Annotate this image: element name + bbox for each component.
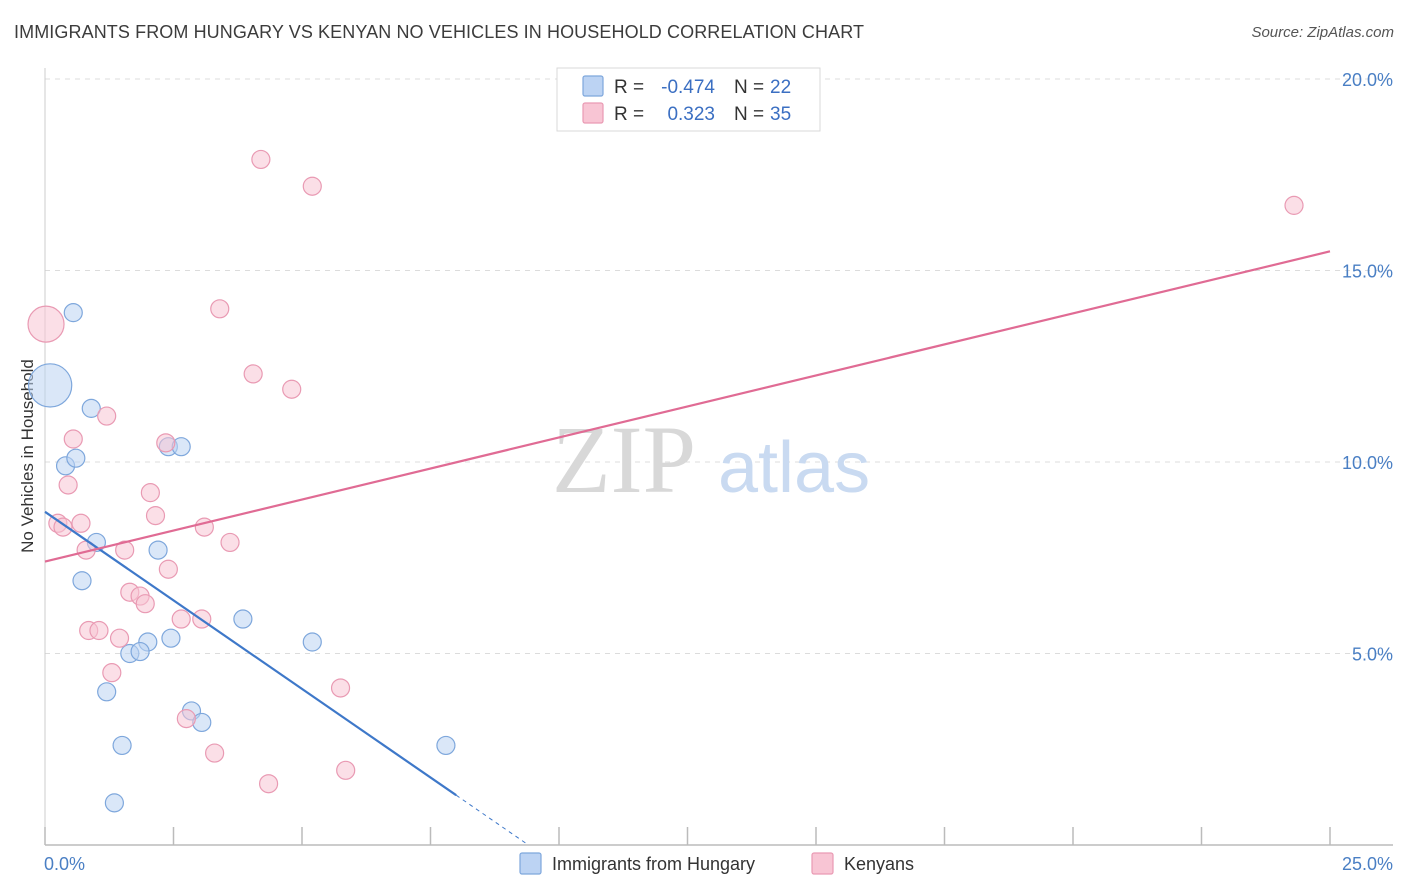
point-kenyans	[282, 379, 302, 399]
axes	[44, 68, 1393, 846]
point-hungary	[104, 793, 124, 813]
point-hungary	[302, 632, 322, 652]
y-tick-label: 5.0%	[1352, 645, 1393, 665]
legend-n-label: N =	[734, 77, 764, 98]
trendline-kenyans	[44, 250, 1331, 563]
point-kenyans	[58, 475, 78, 495]
legend-swatch-hungary	[582, 75, 604, 97]
legend-r-value-hungary: -0.474	[661, 77, 715, 98]
point-kenyans	[102, 663, 122, 683]
data-points	[27, 149, 1304, 813]
series-legend-label-kenyans: Kenyans	[844, 854, 914, 874]
point-kenyans	[1284, 195, 1304, 215]
point-hungary	[233, 609, 253, 629]
point-kenyans	[53, 517, 73, 537]
point-hungary	[161, 628, 181, 648]
point-kenyans	[145, 506, 166, 526]
point-hungary	[148, 540, 168, 560]
point-kenyans	[89, 620, 109, 641]
point-kenyans	[27, 305, 65, 343]
legend-n-label: N =	[734, 104, 764, 125]
point-kenyans	[251, 149, 271, 170]
grid-lines	[45, 78, 1393, 654]
legend-n-value-kenyans: 35	[770, 104, 791, 125]
legend-r-label: R =	[614, 104, 644, 125]
point-kenyans	[115, 540, 135, 560]
legend-n-value-hungary: 22	[770, 77, 791, 98]
point-hungary	[97, 682, 117, 702]
legend: R = -0.474 N = 22 R = 0.323 N = 35	[556, 67, 821, 132]
y-axis-label: No Vehicles in Household	[18, 359, 37, 553]
legend-r-label: R =	[614, 77, 644, 98]
y-tick-label: 15.0%	[1342, 262, 1393, 282]
legend-swatch-kenyans	[582, 102, 604, 124]
series-legend: Immigrants from Hungary Kenyans	[519, 852, 914, 875]
trend-lines	[44, 250, 1331, 846]
x-tick-label: 25.0%	[1342, 854, 1393, 874]
point-hungary	[112, 735, 132, 756]
point-kenyans	[243, 364, 263, 384]
point-kenyans	[135, 594, 155, 614]
point-kenyans	[140, 483, 160, 503]
watermark: ZIP atlas	[552, 406, 870, 513]
point-hungary	[66, 448, 86, 468]
point-kenyans	[109, 628, 130, 648]
point-hungary	[130, 641, 150, 662]
trendline-hungary-extension	[455, 794, 529, 846]
x-tick-labels: 0.0% 25.0%	[44, 854, 1393, 874]
point-kenyans	[220, 532, 240, 553]
y-tick-label: 10.0%	[1342, 453, 1393, 473]
point-hungary	[63, 303, 83, 323]
series-legend-swatch-hungary	[519, 852, 542, 875]
point-kenyans	[97, 406, 117, 426]
point-hungary	[436, 735, 456, 756]
series-legend-label-hungary: Immigrants from Hungary	[552, 854, 755, 874]
point-kenyans	[330, 678, 351, 698]
point-kenyans	[258, 774, 279, 794]
point-kenyans	[302, 176, 322, 196]
y-tick-labels: 5.0% 10.0% 15.0% 20.0%	[1342, 70, 1393, 665]
point-kenyans	[336, 760, 356, 780]
point-hungary	[72, 571, 92, 591]
point-hungary	[27, 363, 73, 408]
point-kenyans	[210, 299, 230, 319]
point-kenyans	[156, 433, 176, 453]
y-tick-label: 20.0%	[1342, 70, 1393, 90]
watermark-zip: ZIP	[552, 406, 696, 513]
point-kenyans	[158, 559, 178, 579]
series-legend-swatch-kenyans	[811, 852, 834, 875]
trendline-hungary	[44, 510, 457, 797]
point-hungary	[81, 398, 101, 418]
source-credit: Source: ZipAtlas.com	[1251, 24, 1394, 41]
point-kenyans	[176, 709, 196, 729]
point-kenyans	[71, 513, 91, 533]
x-tick-label: 0.0%	[44, 854, 85, 874]
chart-title: IMMIGRANTS FROM HUNGARY VS KENYAN NO VEH…	[14, 22, 865, 42]
point-kenyans	[63, 429, 83, 449]
watermark-atlas: atlas	[718, 428, 870, 508]
legend-r-value-kenyans: 0.323	[667, 104, 715, 125]
point-kenyans	[171, 609, 191, 629]
point-kenyans	[205, 743, 225, 763]
